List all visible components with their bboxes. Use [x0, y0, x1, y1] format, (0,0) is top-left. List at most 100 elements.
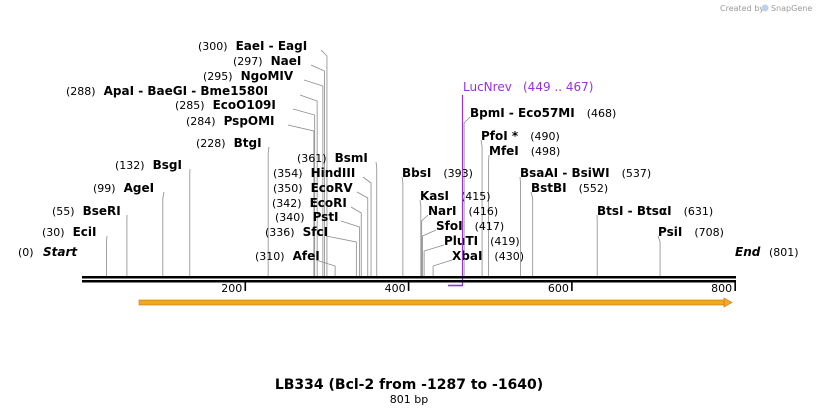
- end-name: End: [735, 245, 761, 259]
- site-label[interactable]: BsmI (361): [297, 151, 368, 165]
- site-label[interactable]: EcoRV (350): [273, 181, 353, 195]
- axis-ticks: 200 400 600 800: [221, 282, 736, 295]
- site-name: EaeI - EagI: [236, 39, 308, 53]
- site-connector-line: [657, 235, 661, 276]
- site-position: (415): [461, 190, 491, 203]
- site-label[interactable]: EcoO109I (285): [175, 98, 276, 112]
- site-name: ApaI - BaeGI - Bme1580I: [104, 84, 268, 98]
- site-name: PspOMI: [224, 114, 275, 128]
- site-label[interactable]: PspOMI (284): [186, 114, 275, 128]
- site-lines: [106, 49, 661, 276]
- site-label[interactable]: SfcI (336): [265, 225, 328, 239]
- site-name: KasI: [420, 189, 449, 203]
- end-label[interactable]: End (801): [735, 245, 799, 259]
- site-label[interactable]: PsiI (708): [658, 225, 724, 239]
- site-position: (297): [233, 55, 263, 68]
- site-label[interactable]: EaeI - EagI (300): [198, 39, 307, 53]
- site-position: (708): [694, 226, 724, 239]
- site-label[interactable]: BsaAI - BsiWI (537): [520, 166, 651, 180]
- site-name: AfeI: [293, 249, 320, 263]
- site-position: (419): [490, 235, 520, 248]
- site-connector-line: [421, 214, 429, 276]
- site-connector-line: [162, 191, 165, 276]
- site-connector-line: [106, 235, 108, 276]
- site-position: (350): [273, 182, 303, 195]
- site-label[interactable]: HindIII (354): [273, 166, 355, 180]
- site-label[interactable]: BbsI (393): [402, 166, 473, 180]
- site-label[interactable]: MfeI (498): [489, 144, 560, 158]
- start-name: Start: [43, 245, 78, 259]
- site-label[interactable]: NarI (416): [428, 204, 498, 218]
- site-connector-line: [287, 124, 315, 276]
- site-name: BsaAI - BsiWI: [520, 166, 610, 180]
- site-label[interactable]: PfoI * (490): [481, 129, 560, 143]
- site-name: PsiI: [658, 225, 682, 239]
- site-position: (310): [255, 250, 285, 263]
- site-label[interactable]: ApaI - BaeGI - Bme1580I (288): [66, 84, 268, 98]
- axis-tick-label: 600: [548, 282, 569, 295]
- site-position: (228): [196, 137, 226, 150]
- site-label[interactable]: PluTI (419): [444, 234, 520, 248]
- site-position: (30): [42, 226, 65, 239]
- site-position: (284): [186, 115, 216, 128]
- site-name: PstI: [313, 210, 339, 224]
- site-name: NgoMIV: [241, 69, 294, 83]
- axis-tick-label: 400: [385, 282, 406, 295]
- start-position: (0): [18, 246, 34, 259]
- credit-prefix: Created by: [720, 4, 764, 13]
- site-name: SfcI: [303, 225, 328, 239]
- site-name: PluTI: [444, 234, 478, 248]
- backbone-bottom-strand: [82, 280, 736, 283]
- site-label[interactable]: EcoRI (342): [272, 196, 347, 210]
- site-connector-line: [340, 220, 361, 276]
- site-connector-line: [419, 199, 422, 276]
- site-label[interactable]: KasI (415): [420, 189, 491, 203]
- site-connector-line: [299, 94, 318, 276]
- dna-backbone: [82, 276, 736, 283]
- site-connector-line: [530, 191, 534, 276]
- site-name: XbaI: [452, 249, 482, 263]
- site-name: PfoI *: [481, 129, 519, 143]
- site-name: BsmI: [335, 151, 368, 165]
- site-connector-line: [320, 49, 328, 276]
- site-label[interactable]: SfoI (417): [436, 219, 504, 233]
- site-label[interactable]: BstBI (552): [531, 181, 608, 195]
- site-connector-line: [315, 259, 336, 276]
- site-name: BstBI: [531, 181, 567, 195]
- site-label[interactable]: BtgI (228): [196, 136, 262, 150]
- site-name: MfeI: [489, 144, 519, 158]
- primer-name: LucNrev: [463, 80, 512, 94]
- site-label[interactable]: EciI (30): [42, 225, 96, 239]
- site-position: (132): [115, 159, 145, 172]
- site-connector-line: [375, 161, 378, 276]
- site-position: (336): [265, 226, 295, 239]
- site-label[interactable]: XbaI (430): [452, 249, 524, 263]
- feature-arrow[interactable]: [138, 297, 733, 308]
- site-name: EciI: [73, 225, 97, 239]
- site-label[interactable]: AfeI (310): [255, 249, 320, 263]
- site-position: (288): [66, 85, 96, 98]
- site-name: NarI: [428, 204, 457, 218]
- site-label[interactable]: NgoMIV (295): [203, 69, 294, 83]
- site-position: (498): [531, 145, 561, 158]
- site-position: (361): [297, 152, 327, 165]
- site-connector-line: [325, 235, 357, 276]
- site-label[interactable]: PstI (340): [275, 210, 339, 224]
- site-label[interactable]: BseRI (55): [52, 204, 121, 218]
- site-label[interactable]: AgeI (99): [93, 181, 154, 195]
- site-name: NaeI: [271, 54, 302, 68]
- site-label[interactable]: NaeI (297): [233, 54, 301, 68]
- primer-range: (449 .. 467): [523, 80, 593, 94]
- site-label[interactable]: BsgI (132): [115, 158, 182, 172]
- end-position: (801): [769, 246, 799, 259]
- map-title: LB334 (Bcl-2 from -1287 to -1640): [275, 377, 543, 393]
- start-label[interactable]: (0) Start: [18, 245, 78, 259]
- site-label[interactable]: BpmI - Eco57MI (468): [470, 106, 616, 120]
- site-connector-line: [401, 176, 404, 276]
- site-label[interactable]: BtsI - BtsαI (631): [597, 204, 713, 218]
- credit-brand: SnapGene: [771, 4, 812, 13]
- primer-lucnrev[interactable]: LucNrev (449 .. 467): [448, 80, 593, 287]
- site-name: BsgI: [153, 158, 182, 172]
- site-connector-line: [292, 108, 316, 276]
